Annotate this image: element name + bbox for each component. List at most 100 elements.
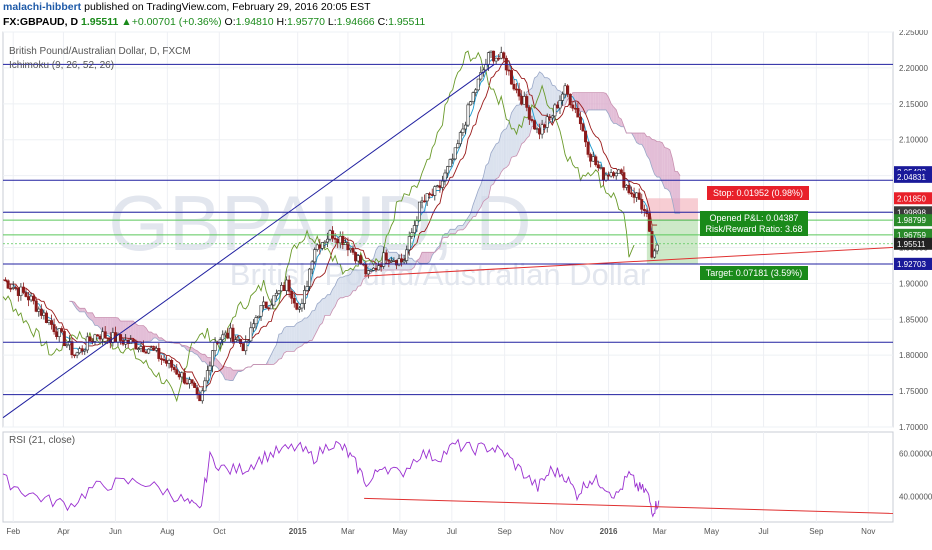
candle-body bbox=[147, 348, 151, 354]
candlesticks bbox=[4, 46, 659, 404]
cloud-segment bbox=[353, 270, 356, 291]
cloud-segment bbox=[289, 326, 292, 352]
candle-body bbox=[609, 172, 613, 177]
long-position-box[interactable] bbox=[646, 198, 698, 264]
candle-body bbox=[591, 156, 595, 162]
candle-body bbox=[47, 320, 51, 323]
high-label: H: bbox=[276, 16, 288, 28]
cloud-segment bbox=[534, 76, 537, 127]
price-badge-label: 1.96759 bbox=[897, 231, 926, 240]
candle-body bbox=[333, 237, 337, 240]
price-chart[interactable]: GBPAUD, D British Pound/Australian Dolla… bbox=[0, 30, 932, 550]
candle-body bbox=[530, 119, 534, 121]
cloud-segment bbox=[130, 321, 134, 344]
price-badge bbox=[894, 170, 932, 183]
candle-body bbox=[154, 348, 158, 351]
candle-body bbox=[354, 252, 358, 262]
candle-body bbox=[599, 167, 603, 169]
candle-body bbox=[430, 194, 434, 196]
cloud-segment bbox=[271, 349, 274, 365]
candle-body bbox=[257, 315, 261, 318]
rsi-tick-label: 60.00000 bbox=[899, 449, 932, 458]
cloud-segment bbox=[455, 225, 458, 234]
date-tick-label: Feb bbox=[6, 527, 20, 536]
price-tick-label: 2.10000 bbox=[899, 136, 928, 145]
candle-body bbox=[545, 116, 549, 128]
candle-body bbox=[182, 372, 186, 384]
candle-body bbox=[78, 348, 82, 354]
cloud-segment bbox=[611, 103, 614, 124]
date-tick-label: Jul bbox=[758, 527, 768, 536]
cloud-segment bbox=[89, 312, 93, 321]
candle-body bbox=[589, 154, 593, 162]
cloud-segment bbox=[143, 325, 147, 343]
cloud-segment bbox=[651, 139, 655, 175]
date-tick-label: Nov bbox=[549, 527, 563, 536]
candle-body bbox=[70, 341, 74, 356]
candle-body bbox=[407, 236, 411, 251]
candle-body bbox=[502, 52, 506, 59]
candle-body bbox=[428, 193, 432, 195]
candle-body bbox=[223, 332, 227, 336]
symbol-label: FX:GBPAUD, D bbox=[3, 16, 79, 28]
open-value: 1.94810 bbox=[235, 16, 274, 28]
candle-body bbox=[384, 252, 388, 261]
cloud-segment bbox=[296, 322, 300, 349]
cloud-segment bbox=[222, 366, 226, 380]
price-badge-label: 1.99898 bbox=[897, 208, 926, 217]
ichimoku-cloud bbox=[69, 71, 681, 381]
low-value: 1.94666 bbox=[336, 16, 375, 28]
rsi-tick-label: 40.00000 bbox=[899, 492, 932, 501]
candle-body bbox=[604, 174, 608, 181]
ohlc-line: FX:GBPAUD, D 1.95511 ▲+0.00701 (+0.36%) … bbox=[3, 16, 425, 29]
cloud-segment bbox=[355, 270, 359, 291]
candle-body bbox=[88, 336, 92, 342]
cloud-segment bbox=[319, 298, 323, 326]
rsi-line bbox=[2, 438, 660, 518]
cloud-segment bbox=[659, 141, 663, 183]
date-tick-label: Aug bbox=[160, 527, 174, 536]
candle-body bbox=[555, 104, 559, 109]
candle-body bbox=[479, 72, 483, 80]
price-tick-label: 2.20000 bbox=[899, 64, 928, 73]
candle-body bbox=[167, 360, 171, 364]
price-tick-label: 1.85000 bbox=[899, 315, 928, 324]
pnl-badge-label: Opened P&L: 0.04387 bbox=[709, 213, 798, 223]
cloud-segment bbox=[84, 308, 88, 317]
cloud-segment bbox=[227, 367, 231, 381]
stop-badge-label: Stop: 0.01952 (0.98%) bbox=[713, 188, 803, 198]
cloud-segment bbox=[511, 108, 515, 158]
candle-body bbox=[274, 292, 278, 297]
cloud-segment bbox=[232, 370, 236, 381]
date-tick-label: Jul bbox=[447, 527, 457, 536]
cloud-segment bbox=[138, 325, 141, 344]
cloud-segment bbox=[225, 366, 228, 381]
candle-body bbox=[402, 260, 406, 263]
cloud-segment bbox=[445, 233, 448, 238]
candle-body bbox=[302, 290, 306, 304]
candle-body bbox=[461, 128, 465, 133]
candle-body bbox=[527, 107, 531, 120]
date-tick-label: 2016 bbox=[600, 527, 618, 536]
cloud-segment bbox=[192, 347, 195, 354]
candle-body bbox=[4, 279, 8, 282]
author-name[interactable]: malachi-hibbert bbox=[3, 1, 82, 13]
candle-body bbox=[471, 92, 475, 102]
candle-body bbox=[239, 338, 243, 344]
candle-body bbox=[614, 172, 618, 177]
candle-body bbox=[553, 104, 557, 117]
candle-body bbox=[14, 287, 18, 289]
candle-body bbox=[463, 124, 467, 130]
candle-body bbox=[320, 242, 324, 249]
candle-body bbox=[492, 50, 496, 62]
candle-body bbox=[57, 328, 61, 337]
candle-body bbox=[548, 116, 552, 119]
cloud-segment bbox=[199, 352, 203, 362]
cloud-segment bbox=[284, 326, 287, 354]
candle-body bbox=[295, 302, 299, 310]
date-tick-label: 2015 bbox=[289, 527, 307, 536]
candle-body bbox=[392, 260, 396, 262]
candle-body bbox=[315, 244, 319, 250]
cloud-segment bbox=[82, 308, 85, 312]
candle-body bbox=[581, 123, 585, 132]
